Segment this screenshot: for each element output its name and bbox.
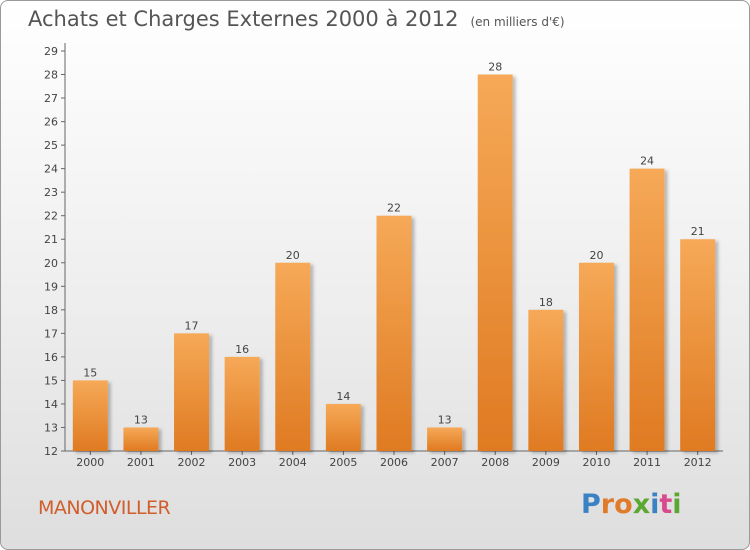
bar [680,239,716,451]
bar-value-label: 17 [185,319,199,332]
y-tick-label: 24 [44,163,58,176]
y-tick-label: 29 [44,45,58,58]
x-tick-label: 2008 [481,456,509,469]
chart-title: Achats et Charges Externes 2000 à 2012 (e… [28,7,565,31]
chart-value-labels: 15 13 17 16 20 14 22 13 28 18 20 24 21 [83,61,704,427]
y-tick-label: 20 [44,257,58,270]
bar [123,427,159,451]
bar-value-label: 21 [691,225,705,238]
place-name: MANONVILLER [38,497,171,519]
x-tick-label: 2009 [532,456,560,469]
x-tick-label: 2011 [633,456,661,469]
bar-value-label: 20 [286,249,300,262]
bar-value-label: 24 [640,155,654,168]
logo-letter: t [659,489,673,520]
logo-letter: i [650,489,660,520]
logo-letter: i [672,489,682,520]
bar [528,309,564,451]
bar [578,262,614,451]
y-tick-label: 14 [44,398,58,411]
bar-value-label: 18 [539,296,553,309]
bar-value-label: 22 [387,202,401,215]
y-tick-label: 16 [44,351,58,364]
bar-value-label: 28 [488,61,502,74]
y-tick-label: 23 [44,186,58,199]
chart-subtitle: (en milliers d'€) [470,15,565,29]
y-tick-label: 25 [44,139,58,152]
x-tick-label: 2012 [684,456,712,469]
y-tick-label: 21 [44,233,58,246]
bar-value-label: 15 [83,366,97,379]
x-tick-label: 2010 [582,456,610,469]
bar-value-label: 14 [336,390,350,403]
bar [477,74,513,451]
x-tick-label: 2007 [431,456,459,469]
x-tick-label: 2004 [279,456,307,469]
y-tick-label: 26 [44,116,58,129]
bar [376,215,412,451]
bar [275,262,311,451]
y-tick-label: 28 [44,69,58,82]
x-tick-label: 2001 [127,456,155,469]
x-tick-label: 2000 [76,456,104,469]
chart-bars [72,74,716,451]
x-tick-label: 2002 [178,456,206,469]
bar [72,380,108,451]
y-tick-label: 22 [44,210,58,223]
bar [629,168,665,451]
y-tick-label: 13 [44,421,58,434]
y-tick-label: 18 [44,304,58,317]
logo-letter: r [600,489,615,520]
y-tick-label: 15 [44,374,58,387]
logo-letter: P [581,489,601,520]
y-tick-label: 12 [44,445,58,458]
y-tick-label: 27 [44,92,58,105]
chart-title-text: Achats et Charges Externes 2000 à 2012 [28,7,459,31]
x-tick-label: 2005 [329,456,357,469]
bar [325,403,361,451]
bar-value-label: 13 [134,413,148,426]
bar-value-label: 16 [235,343,249,356]
y-tick-label: 19 [44,280,58,293]
y-tick-label: 17 [44,327,58,340]
chart-axes: 12 13 14 15 16 17 18 19 20 21 22 23 24 25 26 27 28 29 2000… [44,43,723,469]
bar [174,333,210,451]
x-tick-label: 2003 [228,456,256,469]
bar-value-label: 13 [438,413,452,426]
logo-letter: o [614,489,633,520]
x-tick-label: 2006 [380,456,408,469]
logo-letter: x [632,489,651,520]
bar-value-label: 20 [589,249,603,262]
proxiti-logo: Proxiti [581,489,682,520]
bar [427,427,463,451]
bar [224,356,260,451]
